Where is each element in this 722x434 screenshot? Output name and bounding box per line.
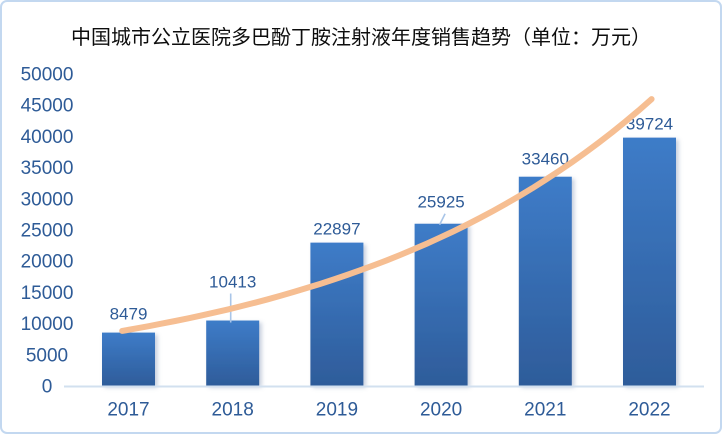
bar-2017: [102, 332, 155, 386]
y-axis-label-25000: 25000: [21, 221, 74, 242]
bar-2021: [518, 176, 572, 386]
data-label-2018: 10413: [209, 273, 256, 292]
y-axis-label-0: 0: [42, 377, 53, 398]
exponential-trendline: [119, 96, 655, 334]
y-axis-label-15000: 15000: [21, 283, 74, 304]
bar-2020: [414, 223, 468, 386]
x-axis-label-2022: 2022: [628, 400, 670, 421]
bar-2019: [310, 242, 364, 386]
y-axis-label-10000: 10000: [21, 314, 74, 335]
data-label-2019: 22897: [313, 220, 360, 239]
label-leader-line-2020: [438, 213, 446, 226]
x-axis-label-2021: 2021: [524, 400, 566, 421]
data-label-2017: 8479: [110, 305, 148, 324]
bar-2018: [206, 320, 260, 386]
data-label-2020: 25925: [417, 193, 464, 212]
x-axis-label-2017: 2017: [107, 400, 149, 421]
y-axis-label-5000: 5000: [26, 345, 68, 366]
x-axis-label-2020: 2020: [420, 400, 462, 421]
data-label-2021: 33460: [522, 150, 569, 169]
x-axis-label-2018: 2018: [212, 400, 254, 421]
y-axis-label-40000: 40000: [21, 127, 74, 148]
y-axis-label-30000: 30000: [21, 189, 74, 210]
y-axis-label-50000: 50000: [21, 65, 74, 86]
y-axis-label-35000: 35000: [21, 158, 74, 179]
chart-title: 中国城市公立医院多巴酚丁胺注射液年度销售趋势（单位：万元）: [71, 27, 651, 49]
y-axis-label-45000: 45000: [21, 96, 74, 117]
data-label-2022: 39724: [626, 115, 673, 134]
x-axis-label-2019: 2019: [316, 400, 358, 421]
y-axis-label-20000: 20000: [21, 252, 74, 273]
bar-2022: [623, 137, 676, 386]
